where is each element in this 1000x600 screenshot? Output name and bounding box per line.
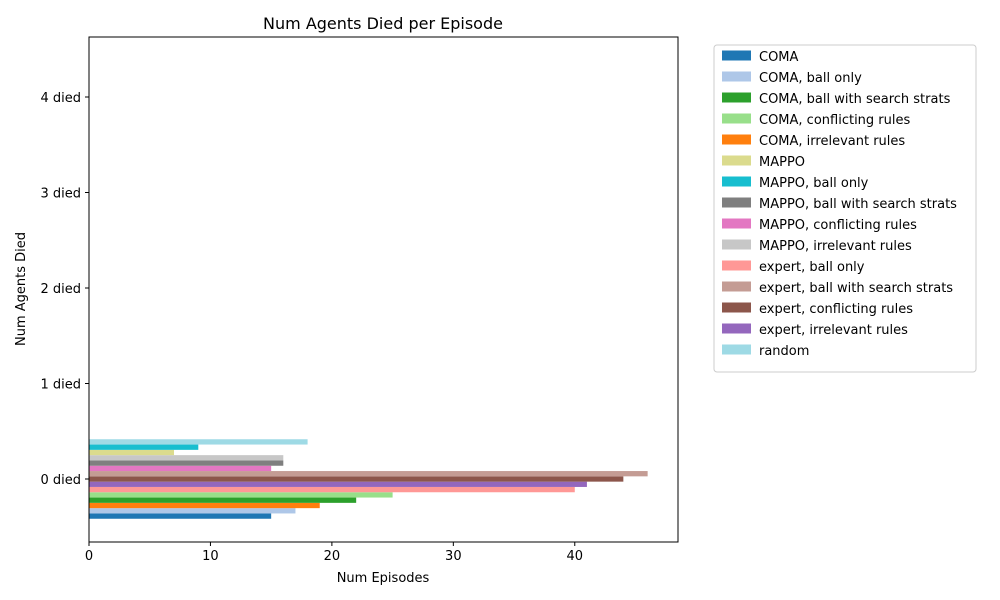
x-axis-ticks: 0 10 20 30 40 [85, 542, 583, 564]
legend-label-13: expert, irrelevant rules [759, 323, 908, 338]
bar-0-2 [89, 497, 357, 503]
x-tick-label-1: 10 [202, 549, 219, 564]
legend-swatch-5 [722, 155, 751, 166]
legend-swatch-6 [722, 176, 751, 187]
legend-swatch-0 [722, 50, 751, 61]
bar-0-10 [89, 486, 575, 493]
y-axis-ticks: 0 died 1 died 2 died 3 died 4 died [40, 91, 89, 488]
legend-label-12: expert, conflicting rules [759, 302, 913, 317]
legend-swatch-7 [722, 197, 751, 208]
legend-label-11: expert, ball with search strats [759, 281, 953, 296]
legend-label-0: COMA [759, 50, 799, 65]
plot-frame [88, 36, 679, 543]
legend: COMA COMA, ball only COMA, ball with searc… [713, 44, 977, 373]
bar-0-13 [89, 481, 587, 487]
bar-0-5 [89, 449, 175, 456]
x-tick-label-0: 0 [85, 549, 93, 564]
legend-swatch-12 [722, 302, 751, 313]
x-tick-label-3: 30 [445, 549, 462, 564]
legend-label-14: random [759, 344, 809, 359]
legend-swatch-1 [722, 71, 751, 82]
legend-swatch-3 [722, 113, 751, 124]
legend-label-6: MAPPO, ball only [759, 176, 869, 191]
bar-0-7 [89, 460, 284, 466]
bar-0-0 [89, 513, 272, 519]
legend-swatch-2 [722, 92, 751, 103]
legend-swatch-10 [722, 260, 751, 271]
bar-0-14 [89, 439, 308, 445]
bars-group [89, 439, 648, 519]
legend-label-10: expert, ball only [759, 260, 865, 275]
legend-label-5: MAPPO [759, 155, 805, 170]
legend-label-4: COMA, irrelevant rules [759, 134, 905, 149]
legend-swatch-11 [722, 281, 751, 292]
x-tick-label-4: 40 [566, 549, 583, 564]
bar-0-3 [89, 492, 393, 498]
legend-frame [713, 44, 977, 373]
legend-label-3: COMA, conflicting rules [759, 113, 910, 128]
chart-title: Num Agents Died per Episode [263, 14, 503, 33]
legend-label-1: COMA, ball only [759, 71, 862, 86]
bar-0-12 [89, 476, 624, 482]
legend-swatch-14 [722, 344, 751, 355]
legend-swatch-9 [722, 239, 751, 250]
bar-0-11 [89, 471, 648, 477]
legend-label-7: MAPPO, ball with search strats [759, 197, 957, 212]
y-axis-label: Num Agents Died [14, 232, 29, 346]
y-tick-label-3: 3 died [40, 187, 81, 202]
bar-0-4 [89, 502, 320, 509]
bar-0-1 [89, 508, 296, 514]
y-tick-label-4: 4 died [40, 91, 81, 106]
bar-0-9 [89, 455, 284, 461]
legend-label-2: COMA, ball with search strats [759, 92, 951, 107]
y-tick-label-2: 2 died [40, 282, 81, 297]
y-tick-label-1: 1 died [40, 378, 81, 393]
legend-label-9: MAPPO, irrelevant rules [759, 239, 912, 254]
legend-swatch-13 [722, 323, 751, 334]
x-axis-label: Num Episodes [337, 571, 430, 586]
legend-swatch-8 [722, 218, 751, 229]
bar-0-6 [89, 444, 199, 450]
legend-label-8: MAPPO, conflicting rules [759, 218, 917, 233]
y-tick-label-0: 0 died [40, 473, 81, 488]
legend-swatch-4 [722, 134, 751, 145]
bar-0-8 [89, 465, 272, 472]
x-tick-label-2: 20 [324, 549, 341, 564]
